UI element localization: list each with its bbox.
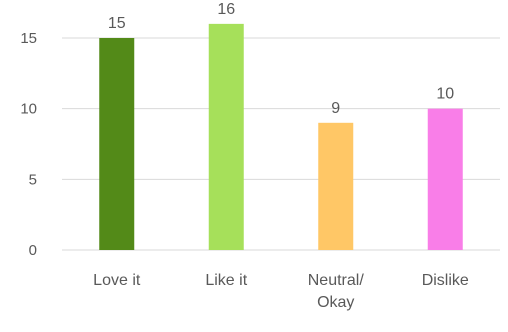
y-axis-tick-labels: 0 5 10 15 bbox=[20, 30, 37, 259]
category-labels: Love it Like it Neutral/Okay Dislike bbox=[93, 272, 469, 311]
category-label: Neutral/ bbox=[308, 272, 365, 289]
category-label: Dislike bbox=[422, 272, 469, 289]
bar bbox=[99, 38, 135, 250]
grid-lines bbox=[62, 37, 500, 251]
data-label: 15 bbox=[108, 15, 126, 32]
y-tick-label: 5 bbox=[29, 171, 37, 188]
category-label: Like it bbox=[205, 272, 247, 289]
data-label: 10 bbox=[436, 86, 454, 103]
y-tick-label: 0 bbox=[29, 242, 37, 259]
bars bbox=[99, 23, 463, 251]
bar bbox=[427, 108, 463, 251]
data-label: 9 bbox=[331, 100, 340, 117]
bar bbox=[208, 23, 244, 250]
data-labels: 15 16 9 10 bbox=[108, 1, 454, 117]
data-label: 16 bbox=[217, 1, 235, 18]
y-tick-label: 10 bbox=[20, 101, 37, 118]
category-label: Love it bbox=[93, 272, 141, 289]
category-label: Okay bbox=[317, 294, 354, 311]
bar bbox=[318, 122, 354, 250]
y-tick-label: 15 bbox=[20, 30, 37, 47]
